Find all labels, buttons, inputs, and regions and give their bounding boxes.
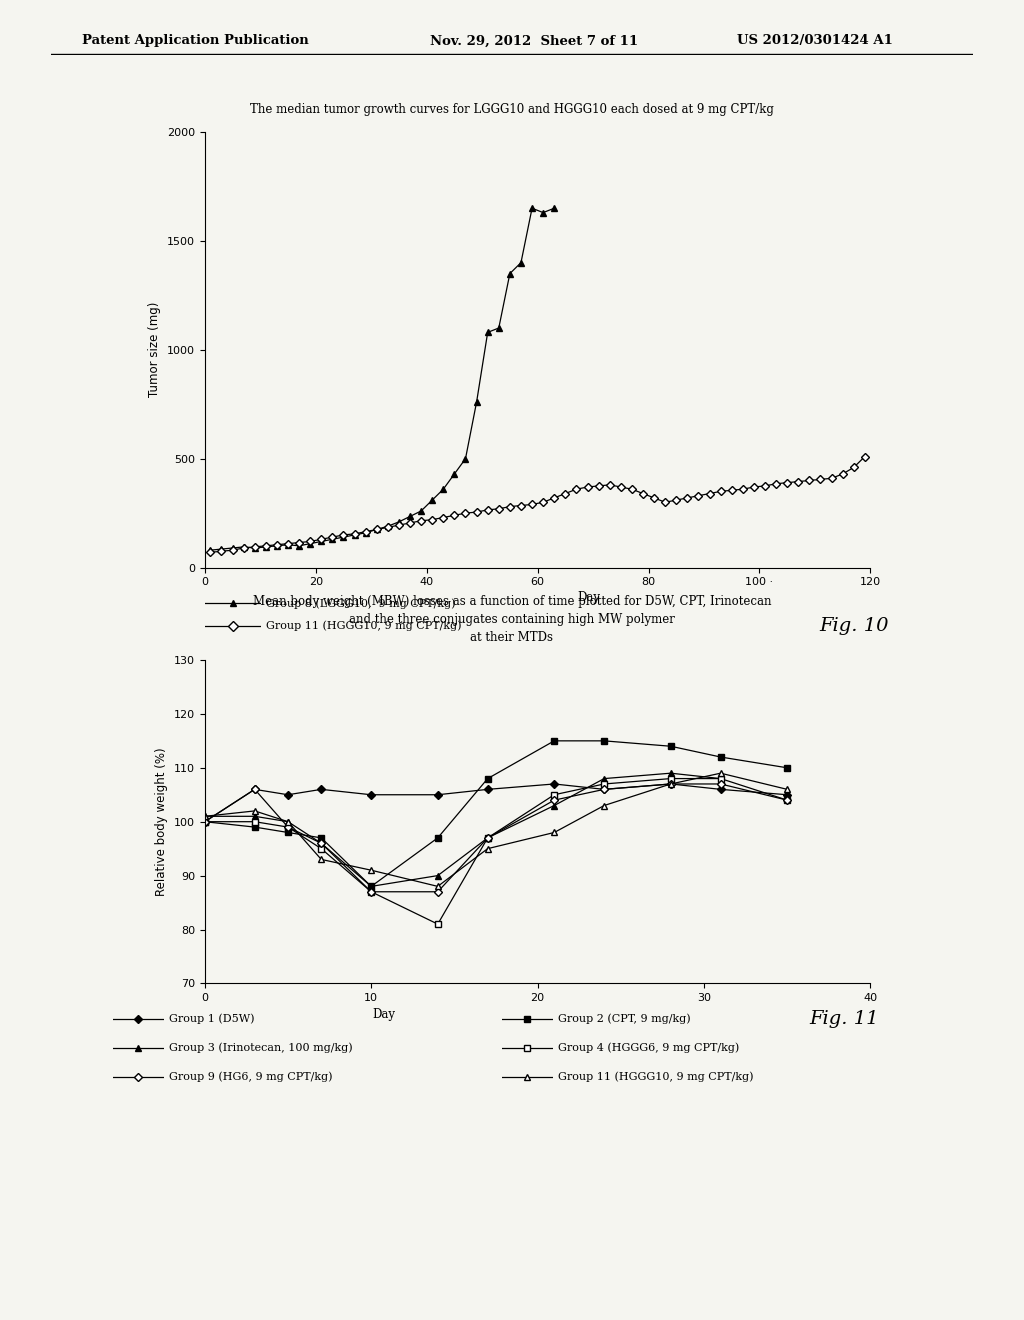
Text: Nov. 29, 2012  Sheet 7 of 11: Nov. 29, 2012 Sheet 7 of 11 [430,34,638,48]
Text: Group 8 (LGGG10,  9 mg CPT/kg): Group 8 (LGGG10, 9 mg CPT/kg) [266,598,456,609]
Text: Group 4 (HGGG6, 9 mg CPT/kg): Group 4 (HGGG6, 9 mg CPT/kg) [558,1043,739,1053]
Text: Day: Day [578,591,600,605]
Text: Group 1 (D5W): Group 1 (D5W) [169,1014,254,1024]
Text: US 2012/0301424 A1: US 2012/0301424 A1 [737,34,893,48]
Text: Group 11 (HGGG10, 9 mg CPT/kg): Group 11 (HGGG10, 9 mg CPT/kg) [266,620,462,631]
Text: Day: Day [373,1008,395,1022]
Text: Patent Application Publication: Patent Application Publication [82,34,308,48]
Text: Fig. 10: Fig. 10 [819,616,889,635]
Text: Group 11 (HGGG10, 9 mg CPT/kg): Group 11 (HGGG10, 9 mg CPT/kg) [558,1072,754,1082]
Text: Group 9 (HG6, 9 mg CPT/kg): Group 9 (HG6, 9 mg CPT/kg) [169,1072,333,1082]
Text: The median tumor growth curves for LGGG10 and HGGG10 each dosed at 9 mg CPT/kg: The median tumor growth curves for LGGG1… [250,103,774,116]
Y-axis label: Tumor size (mg): Tumor size (mg) [148,302,162,397]
Text: Fig. 11: Fig. 11 [809,1010,879,1028]
Text: Group 2 (CPT, 9 mg/kg): Group 2 (CPT, 9 mg/kg) [558,1014,691,1024]
Text: Group 3 (Irinotecan, 100 mg/kg): Group 3 (Irinotecan, 100 mg/kg) [169,1043,352,1053]
Y-axis label: Relative body weight (%): Relative body weight (%) [156,747,168,896]
Text: Mean body weight (MBW) losses as a function of time plotted for D5W, CPT, Irinot: Mean body weight (MBW) losses as a funct… [253,595,771,644]
